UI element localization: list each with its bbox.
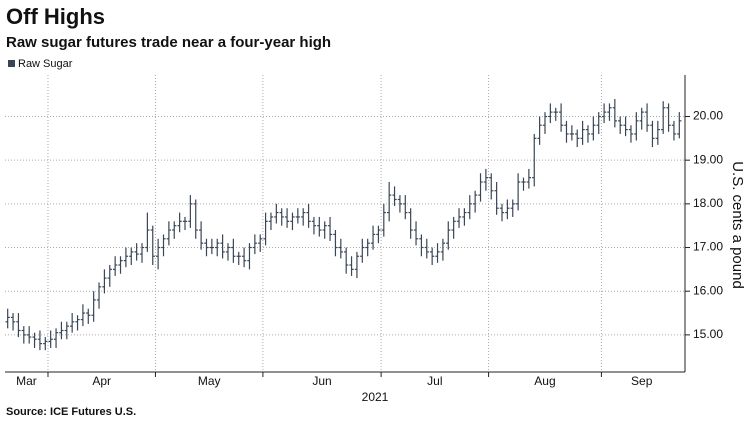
x-tick-label: Jul	[427, 374, 442, 388]
y-tick-label: 16.00	[693, 283, 723, 297]
legend-marker	[8, 60, 15, 67]
x-tick-label: Jun	[312, 374, 331, 388]
chart-subtitle: Raw sugar futures trade near a four-year…	[6, 34, 331, 51]
y-tick-label: 20.00	[693, 109, 723, 123]
y-tick-label: 19.00	[693, 152, 723, 166]
x-tick-label: Apr	[92, 374, 111, 388]
legend-label: Raw Sugar	[18, 58, 73, 70]
y-tick-label: 17.00	[693, 240, 723, 254]
x-tick-label: Aug	[534, 374, 555, 388]
y-tick-label: 18.00	[693, 196, 723, 210]
source: Source: ICE Futures U.S.	[6, 406, 136, 418]
chart-title: Off Highs	[6, 4, 105, 29]
x-tick-label: Mar	[16, 374, 37, 388]
x-tick-label: Sep	[631, 374, 653, 388]
y-axis-label: U.S. cents a pound	[729, 161, 746, 289]
x-tick-label: May	[198, 374, 221, 388]
x-axis-label: 2021	[362, 390, 389, 404]
y-tick-label: 15.00	[693, 327, 723, 341]
